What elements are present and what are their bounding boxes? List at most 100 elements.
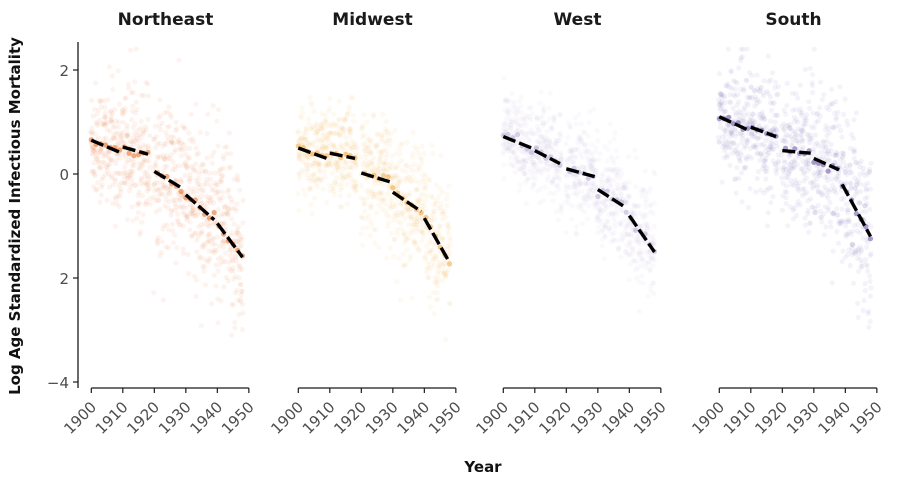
data-point	[616, 245, 622, 251]
data-point	[358, 213, 364, 220]
data-point	[512, 119, 519, 125]
data-point	[536, 155, 542, 161]
data-point	[744, 46, 750, 52]
data-point	[395, 219, 401, 225]
data-point	[629, 246, 636, 252]
data-point	[174, 125, 180, 132]
data-point	[172, 201, 178, 207]
data-point	[122, 164, 128, 170]
data-point	[89, 97, 95, 103]
data-point	[744, 138, 750, 145]
data-point	[424, 259, 430, 265]
data-point	[214, 118, 220, 124]
data-point	[178, 144, 184, 151]
data-point	[411, 216, 418, 222]
data-point	[596, 224, 602, 230]
data-point	[186, 179, 192, 185]
data-point	[411, 161, 417, 167]
data-point	[322, 118, 328, 124]
data-point	[215, 268, 221, 274]
data-point	[422, 197, 428, 204]
data-point	[162, 203, 168, 209]
data-point	[392, 204, 398, 210]
data-point	[367, 159, 373, 166]
data-point	[329, 141, 335, 147]
data-point	[833, 117, 839, 123]
data-point	[757, 115, 763, 121]
data-point	[118, 133, 125, 139]
data-point	[829, 86, 835, 93]
data-point	[196, 170, 202, 176]
data-point	[409, 295, 415, 301]
data-point	[134, 107, 140, 113]
data-point	[581, 197, 587, 203]
data-point	[209, 153, 215, 159]
data-point	[586, 188, 592, 194]
data-point	[581, 164, 587, 170]
data-point	[732, 127, 739, 133]
data-point	[305, 153, 311, 160]
data-point	[757, 134, 763, 140]
data-point	[719, 91, 725, 98]
data-point	[114, 151, 120, 157]
data-point	[558, 202, 564, 208]
data-point	[376, 162, 382, 169]
data-point	[348, 164, 354, 170]
data-point	[528, 156, 534, 162]
data-point	[734, 164, 740, 171]
data-point	[407, 190, 413, 196]
data-point	[428, 250, 434, 256]
data-point	[370, 190, 376, 197]
data-point	[370, 155, 377, 161]
data-point	[854, 181, 860, 187]
data-point	[523, 200, 530, 207]
data-point	[544, 144, 550, 150]
data-point	[406, 214, 412, 220]
data-point	[415, 246, 421, 253]
data-point	[836, 218, 842, 224]
data-point	[749, 84, 755, 91]
data-point	[353, 183, 359, 189]
data-point	[206, 195, 212, 201]
data-point	[802, 115, 808, 121]
data-point	[226, 187, 232, 193]
data-point	[408, 216, 414, 222]
data-point	[161, 223, 167, 229]
data-point	[637, 238, 643, 244]
data-point	[500, 126, 507, 132]
data-point	[801, 171, 807, 177]
data-point	[605, 175, 611, 181]
data-point	[623, 224, 629, 230]
data-point	[505, 109, 511, 115]
data-point	[772, 161, 779, 167]
data-point	[786, 125, 793, 131]
fit-line-segment	[565, 167, 596, 179]
data-point	[577, 182, 583, 188]
data-point	[213, 262, 219, 268]
data-point	[529, 174, 536, 180]
data-point	[180, 162, 187, 168]
data-point	[639, 193, 645, 199]
data-point	[233, 254, 239, 260]
data-point	[822, 174, 828, 180]
data-point	[754, 86, 761, 92]
data-point	[793, 213, 800, 219]
data-point	[582, 142, 589, 148]
data-point	[232, 319, 238, 325]
data-point	[108, 118, 114, 124]
data-point	[236, 240, 242, 246]
data-point	[738, 131, 744, 137]
data-point	[625, 154, 632, 160]
data-point	[296, 139, 302, 145]
data-point	[96, 107, 102, 113]
data-point	[326, 139, 332, 145]
data-point	[316, 145, 322, 151]
data-point	[190, 204, 196, 210]
data-point	[409, 227, 415, 233]
data-point	[434, 182, 440, 188]
data-point	[337, 117, 343, 123]
data-point	[130, 141, 136, 147]
mean-point	[514, 132, 521, 138]
data-point	[125, 131, 131, 137]
data-point	[340, 143, 346, 150]
